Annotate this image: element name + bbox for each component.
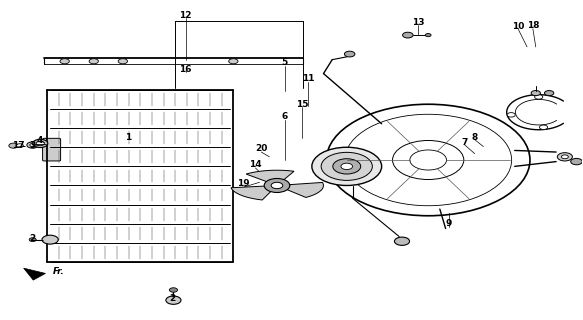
Text: 18: 18	[526, 21, 539, 30]
Circle shape	[507, 113, 515, 117]
Circle shape	[271, 182, 283, 189]
Text: 19: 19	[237, 180, 250, 188]
Circle shape	[341, 163, 353, 170]
Circle shape	[229, 59, 238, 64]
Text: 2: 2	[30, 234, 36, 243]
Circle shape	[561, 155, 568, 159]
Text: 10: 10	[512, 22, 525, 31]
Circle shape	[42, 235, 58, 244]
Circle shape	[9, 143, 18, 148]
Text: 3: 3	[30, 141, 36, 150]
Circle shape	[30, 143, 36, 147]
Circle shape	[60, 59, 69, 64]
Text: 1: 1	[125, 133, 132, 142]
Circle shape	[29, 238, 36, 242]
Text: 14: 14	[249, 160, 262, 169]
Circle shape	[425, 34, 431, 37]
Text: 5: 5	[282, 58, 287, 67]
Text: 13: 13	[412, 18, 424, 27]
Circle shape	[89, 59, 99, 64]
Circle shape	[321, 152, 373, 180]
Text: 2: 2	[169, 294, 175, 303]
Circle shape	[333, 159, 361, 174]
Circle shape	[118, 59, 128, 64]
Text: 12: 12	[180, 11, 192, 20]
FancyBboxPatch shape	[43, 138, 61, 161]
Polygon shape	[24, 268, 45, 280]
Text: 16: 16	[180, 65, 192, 74]
Circle shape	[403, 32, 413, 38]
Polygon shape	[285, 182, 324, 197]
Text: 8: 8	[472, 132, 478, 141]
Polygon shape	[246, 170, 294, 182]
Circle shape	[170, 288, 177, 292]
Circle shape	[33, 139, 48, 148]
Circle shape	[27, 142, 38, 148]
Circle shape	[571, 158, 582, 165]
Text: Fr.: Fr.	[53, 267, 65, 276]
Text: 9: 9	[445, 219, 452, 228]
Polygon shape	[231, 186, 273, 200]
Text: 17: 17	[12, 141, 24, 150]
Circle shape	[531, 91, 540, 96]
Text: 20: 20	[255, 144, 268, 153]
Text: 7: 7	[462, 138, 468, 147]
Text: 6: 6	[282, 113, 287, 122]
Text: 15: 15	[296, 100, 308, 109]
Circle shape	[545, 91, 554, 96]
Circle shape	[395, 237, 410, 245]
Circle shape	[166, 296, 181, 304]
Circle shape	[345, 51, 355, 57]
Circle shape	[557, 153, 573, 161]
Circle shape	[36, 141, 44, 146]
Circle shape	[312, 147, 382, 186]
Text: 4: 4	[37, 136, 43, 145]
Circle shape	[264, 179, 290, 193]
Circle shape	[539, 125, 547, 130]
Text: 11: 11	[301, 74, 314, 83]
Circle shape	[16, 144, 23, 148]
Circle shape	[535, 95, 543, 99]
